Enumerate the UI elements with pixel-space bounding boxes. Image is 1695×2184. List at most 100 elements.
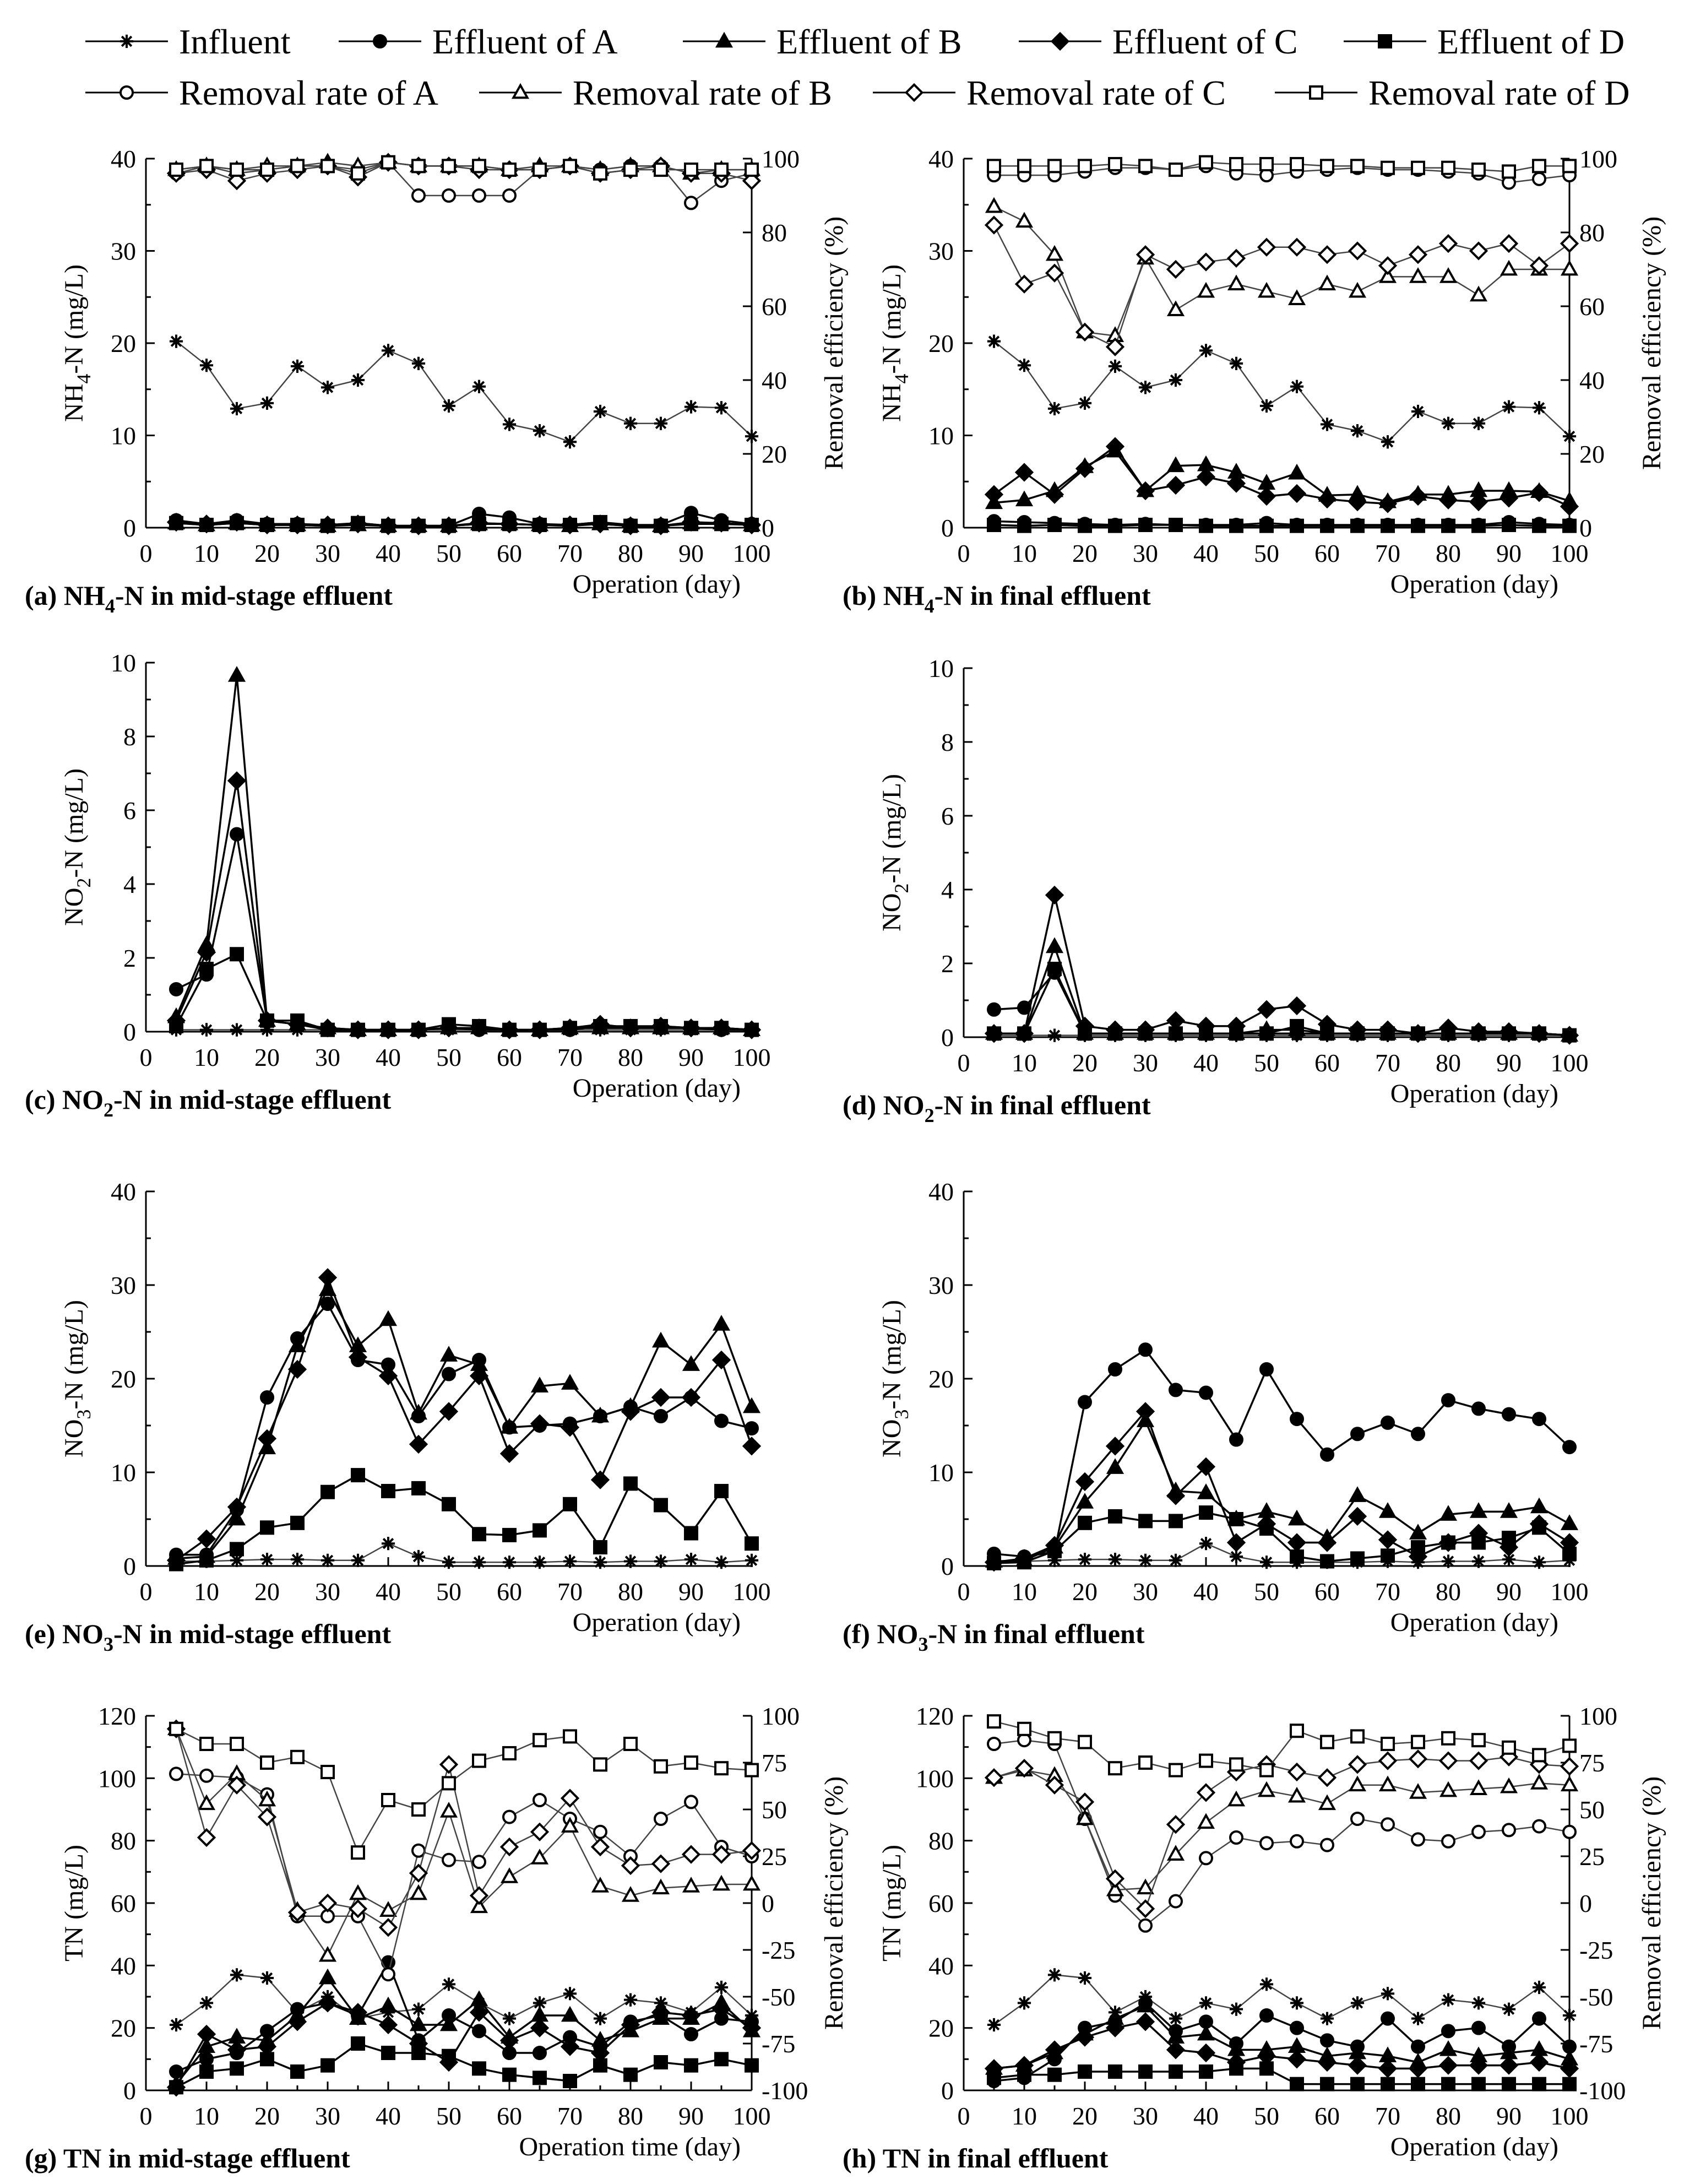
data-point (502, 2012, 517, 2025)
data-point (623, 162, 638, 177)
data-point (1259, 1836, 1274, 1851)
data-point (1290, 1724, 1304, 1738)
data-point (563, 517, 577, 532)
data-point (1136, 1899, 1155, 1919)
x-tick-label: 90 (1496, 539, 1522, 567)
data-point (621, 1402, 640, 1421)
legend-item-removal-rate-of-b: Removal rate of B (479, 73, 832, 112)
data-point (230, 1968, 244, 1982)
data-point (351, 373, 365, 387)
legend-item-effluent-of-a: Effluent of A (339, 22, 618, 61)
data-point (1075, 322, 1095, 342)
data-point (1560, 234, 1579, 253)
data-point (1560, 2059, 1579, 2078)
series-effluent-of-d (169, 514, 759, 533)
data-point (1075, 459, 1095, 478)
data-point (1532, 1980, 1546, 1995)
y-tick-label: 40 (928, 145, 954, 173)
data-point (169, 516, 183, 530)
x-tick-label: 90 (678, 1043, 704, 1071)
data-point (745, 1553, 759, 1567)
data-point (1441, 1993, 1455, 2007)
x-tick-label: 100 (1551, 1049, 1589, 1077)
diamond-marker (1050, 31, 1070, 51)
data-point (1015, 490, 1034, 507)
x-tick-label: 20 (254, 539, 280, 567)
data-point (684, 1755, 698, 1770)
data-point (561, 1374, 579, 1390)
data-point (1138, 1553, 1153, 1567)
data-point (1105, 437, 1125, 456)
series-removal-rate-of-a (169, 1766, 759, 1982)
series-line (176, 1287, 753, 1560)
data-point (1257, 486, 1276, 506)
data-point (381, 2046, 395, 2060)
data-point (1381, 1548, 1395, 1563)
data-point (1108, 1761, 1122, 1776)
y-tick-label: 6 (941, 802, 954, 830)
data-point (472, 1556, 486, 1569)
series-removal-rate-of-d (169, 155, 759, 181)
y-tick-label: 30 (111, 1271, 136, 1299)
data-point (1348, 1775, 1367, 1792)
y-tick-label: 40 (928, 1952, 954, 1980)
x-tick-label: 10 (194, 1578, 219, 1606)
data-point (1529, 256, 1549, 275)
data-point (987, 1714, 1001, 1729)
data-point (320, 381, 335, 394)
y-tick-label: 40 (111, 1952, 136, 1980)
data-point (593, 1556, 607, 1569)
data-point (1409, 1783, 1427, 1799)
data-point (1136, 2012, 1155, 2031)
data-point (984, 1768, 1004, 1787)
data-point (1078, 2064, 1092, 2079)
data-point (1169, 1514, 1183, 1529)
data-point (742, 1874, 761, 1891)
y-tick-label: 4 (123, 870, 136, 898)
data-point (742, 2018, 762, 2037)
data-point (1441, 518, 1455, 533)
data-point (320, 1022, 335, 1037)
data-point (714, 1413, 729, 1428)
data-point (381, 1967, 395, 1982)
data-point (623, 1737, 638, 1751)
data-point (530, 1822, 550, 1841)
data-point (1500, 1777, 1518, 1793)
data-point (1560, 1757, 1579, 1776)
data-point (593, 404, 607, 419)
data-point (169, 2018, 183, 2032)
data-point (533, 1022, 547, 1037)
data-point (1411, 1026, 1425, 1041)
data-point (502, 1556, 517, 1569)
data-point (1408, 1749, 1428, 1769)
y2-tick-label: -100 (1579, 2077, 1626, 2105)
data-point (530, 1849, 549, 1865)
series-removal-rate-of-c (166, 1719, 762, 1937)
x-tick-label: 90 (678, 1578, 704, 1606)
data-point (381, 344, 395, 357)
data-point (1226, 1533, 1246, 1552)
data-point (1560, 1775, 1579, 1792)
data-point (1229, 2002, 1243, 2016)
data-point (439, 2015, 458, 2031)
data-point (1378, 494, 1398, 513)
data-point (593, 166, 607, 181)
data-point (1166, 259, 1186, 279)
data-point (230, 1023, 244, 1037)
data-point (1502, 1026, 1516, 1041)
data-point (533, 162, 547, 177)
data-point (1502, 2002, 1516, 2016)
data-point (469, 1366, 489, 1386)
data-point (1259, 2061, 1274, 2076)
x-tick-label: 80 (618, 2102, 643, 2130)
data-point (1562, 2077, 1577, 2091)
x-tick-label: 70 (1375, 1049, 1400, 1077)
y2-axis-title: Removal efficiency (%) (819, 216, 849, 470)
data-point (712, 1874, 731, 1891)
data-point (320, 159, 335, 174)
x-tick-label: 50 (436, 1578, 461, 1606)
data-point (1075, 2028, 1095, 2047)
y-tick-label: 100 (916, 1764, 954, 1792)
data-point (742, 1437, 762, 1456)
data-point (1290, 2077, 1304, 2091)
